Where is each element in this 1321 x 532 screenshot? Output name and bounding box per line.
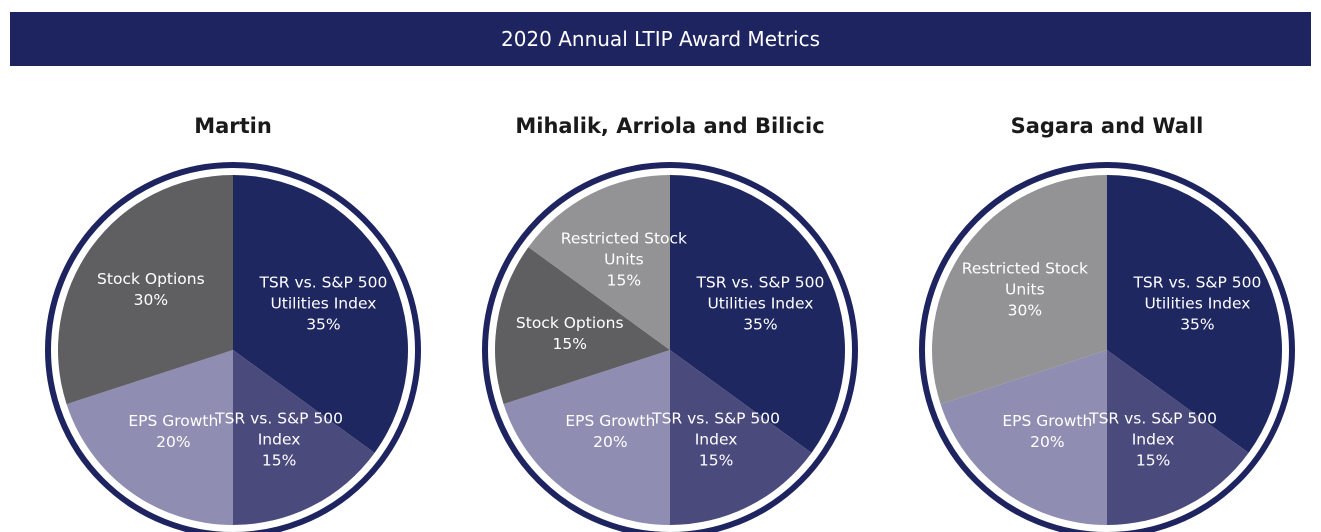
slice-category: Restricted Stock Units <box>560 229 688 269</box>
slice-value: 35% <box>743 315 778 334</box>
pie-ring <box>919 162 1295 532</box>
slice-category: TSR vs. S&P 500 Utilities Index <box>259 273 388 313</box>
pie-slice <box>495 247 670 405</box>
slice-label: EPS Growth 20% <box>108 411 238 453</box>
slice-category: Stock Options <box>515 314 624 333</box>
slice-label: TSR vs. S&P 500 Utilities Index 35% <box>695 272 825 335</box>
slice-category: TSR vs. S&P 500 Index <box>215 409 344 449</box>
slice-label: TSR vs. S&P 500 Index 15% <box>1088 409 1218 472</box>
pie-slice <box>1107 175 1282 453</box>
pie-slice <box>670 175 845 453</box>
pie-ring <box>482 162 858 532</box>
slice-label: Restricted Stock Units 30% <box>960 259 1090 322</box>
slice-label: Stock Options 30% <box>86 269 216 311</box>
slice-label: TSR vs. S&P 500 Utilities Index 35% <box>258 272 388 335</box>
pie-slice <box>57 175 234 405</box>
pie-title: Martin <box>194 114 272 138</box>
slice-label: EPS Growth 20% <box>545 411 675 453</box>
slice-category: EPS Growth <box>1002 412 1093 431</box>
slice-value: 20% <box>1030 433 1065 452</box>
slice-label: Restricted Stock Units 15% <box>559 228 689 291</box>
slice-label: Stock Options 15% <box>505 313 635 355</box>
slice-value: 30% <box>133 291 169 310</box>
slice-category: TSR vs. S&P 500 Utilities Index <box>696 273 825 313</box>
pie-slice <box>503 350 670 525</box>
slice-category: TSR vs. S&P 500 Index <box>652 409 781 449</box>
pie-slice <box>670 350 812 525</box>
slice-category: Restricted Stock Units <box>961 259 1088 299</box>
pie-title: Sagara and Wall <box>1011 114 1204 138</box>
pie-slice <box>233 175 408 453</box>
slice-category: EPS Growth <box>565 412 656 431</box>
slice-value: 15% <box>1135 451 1171 470</box>
slice-category: EPS Growth <box>128 412 219 431</box>
pie-ring <box>45 162 421 532</box>
pie-slice <box>1107 350 1249 525</box>
pie-title: Mihalik, Arriola and Bilicic <box>515 114 824 138</box>
slice-value: 15% <box>698 451 734 470</box>
slice-category: TSR vs. S&P 500 Utilities Index <box>1133 273 1262 313</box>
slice-label: TSR vs. S&P 500 Index 15% <box>214 409 344 472</box>
pie-slice <box>940 350 1107 525</box>
slice-value: 35% <box>306 315 341 334</box>
slice-label: TSR vs. S&P 500 Index 15% <box>651 409 781 472</box>
slice-value: 20% <box>593 433 628 452</box>
pie-slice <box>932 175 1107 405</box>
slice-value: 15% <box>606 271 642 290</box>
slice-value: 35% <box>1180 315 1215 334</box>
slice-value: 20% <box>156 433 191 452</box>
slice-value: 15% <box>261 451 297 470</box>
pie-slice <box>66 350 233 525</box>
banner-title: 2020 Annual LTIP Award Metrics <box>10 12 1311 66</box>
slice-value: 15% <box>552 335 587 354</box>
slice-category: Stock Options <box>97 270 205 289</box>
slice-label: TSR vs. S&P 500 Utilities Index 35% <box>1132 272 1262 335</box>
pie-slice <box>528 175 670 350</box>
slice-value: 30% <box>1007 301 1043 320</box>
pie-slice <box>233 350 375 525</box>
slice-category: TSR vs. S&P 500 Index <box>1089 409 1218 449</box>
slice-label: EPS Growth 20% <box>982 411 1112 453</box>
